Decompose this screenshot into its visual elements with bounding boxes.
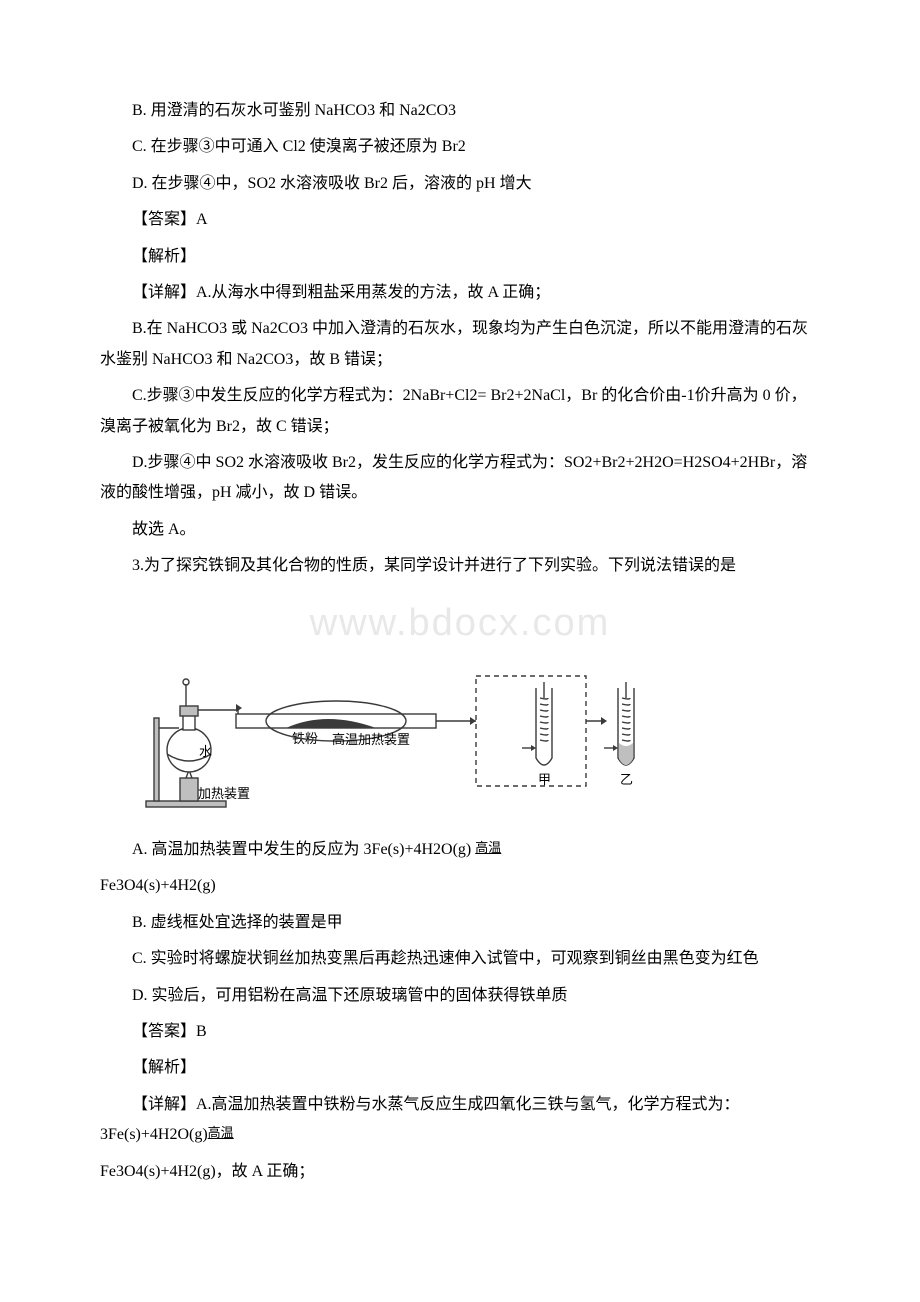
q3-option-b: B. 虚线框处宜选择的装置是甲 bbox=[100, 908, 820, 938]
condition-high-temp-2: 高温 bbox=[208, 1125, 234, 1140]
q3-option-d: D. 实验后，可用铝粉在高温下还原玻璃管中的固体获得铁单质 bbox=[100, 981, 820, 1011]
option-b: B. 用澄清的石灰水可鉴别 NaHCO3 和 Na2CO3 bbox=[100, 96, 820, 126]
apparatus-svg: 水 铁粉 高温加热装置 加热装置 bbox=[136, 658, 656, 818]
label-yi: 乙 bbox=[620, 772, 633, 787]
watermark-text: www.bdocx.com bbox=[100, 587, 820, 659]
q3-detail-a: 【详解】A.高温加热装置中铁粉与水蒸气反应生成四氧化三铁与氢气，化学方程式为：3… bbox=[100, 1090, 820, 1151]
answer-label: 【答案】A bbox=[100, 205, 820, 235]
apparatus-diagram: 水 铁粉 高温加热装置 加热装置 bbox=[136, 658, 820, 829]
option-c: C. 在步骤③中可通入 Cl2 使溴离子被还原为 Br2 bbox=[100, 132, 820, 162]
q3-stem: 3.为了探究铁铜及其化合物的性质，某同学设计并进行了下列实验。下列说法错误的是 bbox=[100, 551, 820, 581]
detail-a: 【详解】A.从海水中得到粗盐采用蒸发的方法，故 A 正确； bbox=[100, 278, 820, 308]
detail-c: C.步骤③中发生反应的化学方程式为：2NaBr+Cl2= Br2+2NaCl，B… bbox=[100, 381, 820, 442]
detail-d: D.步骤④中 SO2 水溶液吸收 Br2，发生反应的化学方程式为：SO2+Br2… bbox=[100, 448, 820, 509]
condition-high-temp: 高温 bbox=[475, 840, 501, 855]
label-jia: 甲 bbox=[538, 772, 551, 787]
q3-answer: 【答案】B bbox=[100, 1017, 820, 1047]
analysis-label: 【解析】 bbox=[100, 242, 820, 272]
option-d: D. 在步骤④中，SO2 水溶液吸收 Br2 后，溶液的 pH 增大 bbox=[100, 169, 820, 199]
q3-option-a: A. 高温加热装置中发生的反应为 3Fe(s)+4H2O(g) 高温 bbox=[100, 835, 820, 865]
q3-option-a-post: Fe3O4(s)+4H2(g) bbox=[100, 871, 820, 901]
label-heater-high: 高温加热装置 bbox=[332, 732, 410, 747]
q3-option-c: C. 实验时将螺旋状铜丝加热变黑后再趁热迅速伸入试管中，可观察到铜丝由黑色变为红… bbox=[100, 944, 820, 974]
label-heater-low: 加热装置 bbox=[198, 786, 250, 801]
q3-detail-a-pre: 【详解】A.高温加热装置中铁粉与水蒸气反应生成四氧化三铁与氢气，化学方程式为：3… bbox=[100, 1096, 740, 1143]
label-water: 水 bbox=[199, 744, 212, 759]
q3-option-a-pre: A. 高温加热装置中发生的反应为 3Fe(s)+4H2O(g) bbox=[132, 841, 475, 858]
q3-analysis-label: 【解析】 bbox=[100, 1053, 820, 1083]
q3-detail-a-post: Fe3O4(s)+4H2(g)，故 A 正确； bbox=[100, 1157, 820, 1187]
pick-a: 故选 A。 bbox=[100, 515, 820, 545]
detail-b: B.在 NaHCO3 或 Na2CO3 中加入澄清的石灰水，现象均为产生白色沉淀… bbox=[100, 314, 820, 375]
